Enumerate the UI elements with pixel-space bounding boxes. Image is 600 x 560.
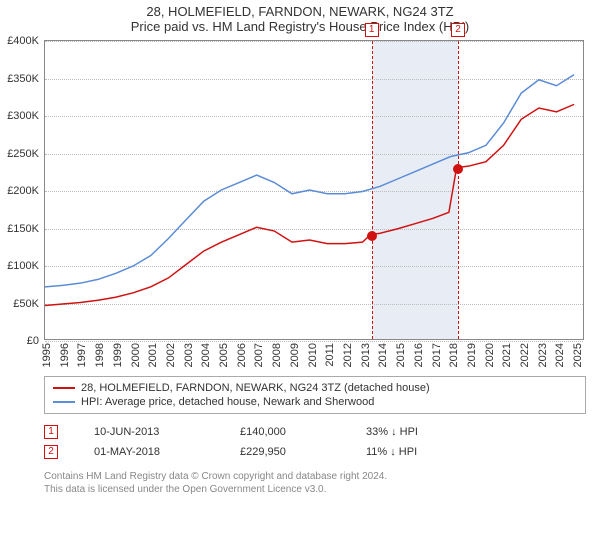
x-axis-label: 2008 (271, 343, 283, 367)
y-axis-label: £300K (7, 110, 39, 122)
legend-row: 28, HOLMEFIELD, FARNDON, NEWARK, NG24 3T… (53, 381, 577, 395)
title-sub: Price paid vs. HM Land Registry's House … (0, 19, 600, 34)
footer-line2: This data is licensed under the Open Gov… (44, 483, 586, 496)
x-axis-label: 2018 (448, 343, 460, 367)
y-axis-label: £350K (7, 73, 39, 85)
footer-line1: Contains HM Land Registry data © Crown c… (44, 470, 586, 483)
x-axis-label: 2005 (218, 343, 230, 367)
x-axis-label: 1996 (59, 343, 71, 367)
x-axis-label: 2015 (395, 343, 407, 367)
x-axis-label: 2022 (519, 343, 531, 367)
x-axis-label: 2000 (130, 343, 142, 367)
x-axis-label: 1995 (41, 343, 53, 367)
legend-label: 28, HOLMEFIELD, FARNDON, NEWARK, NG24 3T… (81, 382, 430, 394)
sale-badge: 1 (44, 425, 58, 439)
sale-date: 10-JUN-2013 (94, 426, 204, 438)
sale-marker-badge: 2 (451, 23, 465, 37)
y-axis-label: £150K (7, 223, 39, 235)
y-axis-label: £100K (7, 260, 39, 272)
legend: 28, HOLMEFIELD, FARNDON, NEWARK, NG24 3T… (44, 376, 586, 414)
x-axis-label: 1999 (112, 343, 124, 367)
sale-badge: 2 (44, 445, 58, 459)
x-axis-label: 2019 (466, 343, 478, 367)
y-axis-label: £250K (7, 148, 39, 160)
x-axis-label: 2012 (342, 343, 354, 367)
x-axis-label: 2024 (554, 343, 566, 367)
sale-vs-hpi: 33% ↓ HPI (366, 426, 418, 438)
x-axis-label: 2007 (253, 343, 265, 367)
legend-row: HPI: Average price, detached house, Newa… (53, 395, 577, 409)
x-axis-label: 2010 (307, 343, 319, 367)
x-axis-label: 2017 (431, 343, 443, 367)
x-axis-label: 2004 (200, 343, 212, 367)
x-axis-label: 2021 (501, 343, 513, 367)
gridline (45, 341, 583, 342)
legend-label: HPI: Average price, detached house, Newa… (81, 396, 374, 408)
sales-table: 1 10-JUN-2013 £140,000 33% ↓ HPI 2 01-MAY-201… (44, 422, 586, 462)
x-axis-label: 2011 (324, 343, 336, 367)
sale-price: £140,000 (240, 426, 330, 438)
x-axis-label: 2020 (484, 343, 496, 367)
price-chart: £0£50K£100K£150K£200K£250K£300K£350K£400… (44, 40, 584, 340)
x-axis-label: 2016 (413, 343, 425, 367)
x-axis-label: 2014 (377, 343, 389, 367)
x-axis-label: 2025 (572, 343, 584, 367)
y-axis-label: £50K (13, 298, 39, 310)
legend-swatch (53, 387, 75, 389)
x-axis-label: 1998 (94, 343, 106, 367)
sale-price: £229,950 (240, 446, 330, 458)
x-axis-label: 2009 (289, 343, 301, 367)
y-axis-label: £0 (27, 335, 39, 347)
sale-marker-badge: 1 (365, 23, 379, 37)
sale-row: 2 01-MAY-2018 £229,950 11% ↓ HPI (44, 442, 586, 462)
series-hpi (45, 75, 574, 287)
footer-attribution: Contains HM Land Registry data © Crown c… (44, 470, 586, 496)
x-axis-label: 2023 (537, 343, 549, 367)
sale-row: 1 10-JUN-2013 £140,000 33% ↓ HPI (44, 422, 586, 442)
y-axis-label: £400K (7, 35, 39, 47)
x-axis-label: 2013 (360, 343, 372, 367)
x-axis-label: 1997 (76, 343, 88, 367)
x-axis-label: 2001 (147, 343, 159, 367)
x-axis-label: 2002 (165, 343, 177, 367)
legend-swatch (53, 401, 75, 403)
x-axis-label: 2006 (236, 343, 248, 367)
chart-lines (45, 41, 583, 339)
sale-vs-hpi: 11% ↓ HPI (366, 446, 417, 458)
y-axis-label: £200K (7, 185, 39, 197)
sale-date: 01-MAY-2018 (94, 446, 204, 458)
x-axis-label: 2003 (183, 343, 195, 367)
title-address: 28, HOLMEFIELD, FARNDON, NEWARK, NG24 3T… (0, 4, 600, 19)
